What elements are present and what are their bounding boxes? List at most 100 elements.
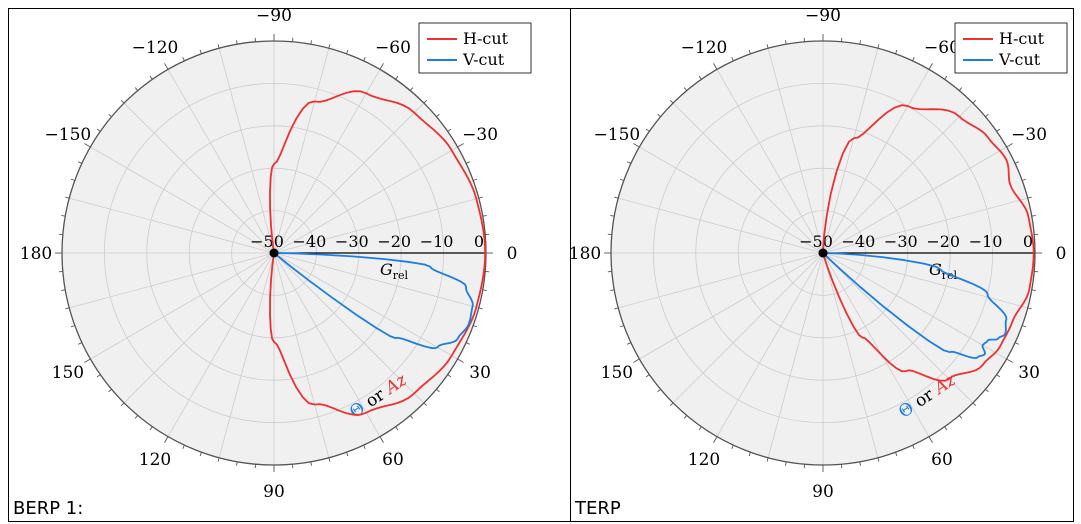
- grid-spoke: [123, 102, 275, 254]
- angular-tick-label: 150: [52, 363, 84, 383]
- angular-tick-label: −60: [375, 38, 411, 58]
- angular-tick-mark: [944, 426, 948, 431]
- angular-tick-mark: [164, 436, 169, 443]
- angular-tick-label: −30: [1011, 125, 1047, 145]
- angular-tick-mark: [627, 342, 632, 345]
- grid-spoke: [822, 197, 1028, 254]
- angular-tick-mark: [928, 63, 933, 70]
- angular-tick-mark: [877, 457, 880, 462]
- angular-tick-mark: [78, 161, 83, 164]
- angular-tick-mark: [182, 444, 185, 449]
- angular-tick-mark: [859, 40, 861, 45]
- angular-tick-mark: [108, 388, 112, 393]
- angular-tick-mark: [748, 49, 751, 54]
- center-dot: [269, 248, 279, 258]
- angular-tick-mark: [912, 444, 915, 449]
- angular-tick-mark: [619, 178, 624, 181]
- grid-spoke: [618, 252, 824, 309]
- grid-spoke: [822, 252, 930, 437]
- angular-tick-mark: [436, 388, 440, 393]
- table-cell-terp: 0 30 60 90 120 150 180 −150 −120 −90 −60 −30 −50 −40−…: [571, 9, 1073, 521]
- angular-tick-mark: [310, 461, 312, 466]
- grid-spoke: [639, 146, 824, 254]
- angular-tick-mark: [610, 215, 615, 217]
- angular-tick-mark: [614, 196, 619, 199]
- series-line-v-cut: [822, 252, 1008, 359]
- series-line-v-cut: [273, 252, 474, 350]
- grid-spoke: [273, 69, 381, 254]
- angular-tick-label: −90: [256, 9, 292, 26]
- grid-spoke: [167, 69, 275, 254]
- angular-tick-label: 90: [812, 482, 834, 499]
- document-table: 0 30 60 90 120 150 180 −150 −120 −90 −60 −30 −50 −40−…: [8, 8, 1074, 522]
- angular-tick-mark: [895, 49, 898, 54]
- angular-tick-mark: [120, 402, 125, 407]
- grid-spoke: [767, 48, 824, 254]
- angular-tick-mark: [96, 128, 101, 132]
- angular-tick-mark: [108, 113, 112, 118]
- angular-tick-mark: [149, 75, 153, 80]
- angular-tick-mark: [1014, 161, 1019, 164]
- grid-spoke: [822, 252, 879, 458]
- angular-tick-label: 180: [571, 244, 601, 264]
- angular-tick-mark: [96, 374, 101, 378]
- angular-tick-mark: [346, 49, 349, 54]
- angular-tick-mark: [423, 99, 428, 104]
- angular-tick-mark: [217, 457, 220, 462]
- angular-tick-mark: [683, 415, 688, 419]
- angular-tick-mark: [614, 307, 619, 310]
- angular-tick-mark: [395, 75, 399, 80]
- angular-tick-mark: [731, 444, 734, 449]
- grid-spoke: [123, 252, 275, 404]
- angular-tick-mark: [912, 57, 915, 62]
- angular-tick-label: −120: [132, 38, 179, 58]
- legend-box: [954, 22, 1068, 74]
- grid-spoke: [218, 252, 275, 458]
- angular-tick-mark: [657, 113, 661, 118]
- angular-tick-mark: [958, 87, 963, 91]
- angular-tick-mark: [766, 44, 769, 49]
- grid-spoke: [273, 146, 458, 254]
- grid-spoke: [273, 197, 479, 254]
- angular-tick-mark: [465, 342, 470, 345]
- center-dot: [818, 248, 828, 258]
- angular-tick-mark: [698, 426, 702, 431]
- grid-spoke: [822, 48, 879, 254]
- angular-tick-mark: [199, 49, 202, 54]
- angular-tick-mark: [478, 196, 483, 199]
- angular-tick-label: 0: [507, 244, 518, 264]
- angular-tick-mark: [698, 75, 702, 80]
- table-cell-berp: 0 30 60 90 120 150 180 −150 −120 −90 −60 −30 −50 −40−…: [9, 9, 571, 521]
- angular-tick-mark: [363, 57, 366, 62]
- grid-spoke: [822, 252, 1007, 360]
- angular-tick-mark: [447, 128, 452, 132]
- angular-tick-mark: [1006, 358, 1013, 363]
- radial-tick-label: −30: [335, 232, 369, 251]
- grid-spoke: [90, 146, 275, 254]
- angular-tick-mark: [627, 161, 632, 164]
- angular-tick-label: 60: [931, 450, 953, 470]
- angular-tick-mark: [61, 215, 66, 217]
- radial-tick-label: −10: [969, 232, 1003, 251]
- angular-tick-mark: [436, 113, 440, 118]
- angular-tick-mark: [182, 57, 185, 62]
- grid-spoke: [273, 252, 425, 404]
- angular-tick-mark: [328, 44, 331, 49]
- grid-spoke: [822, 102, 974, 254]
- radial-tick-label: −20: [377, 232, 411, 251]
- grid-spoke: [672, 252, 824, 404]
- angular-tick-mark: [785, 40, 787, 45]
- angular-tick-mark: [645, 128, 650, 132]
- angular-tick-mark: [683, 87, 688, 91]
- angular-tick-mark: [65, 196, 70, 199]
- series-line-h-cut: [269, 90, 487, 416]
- angular-tick-mark: [363, 444, 366, 449]
- angular-tick-mark: [645, 374, 650, 378]
- angular-tick-mark: [985, 113, 989, 118]
- angular-tick-label: −30: [462, 125, 498, 145]
- angular-tick-label: 30: [1018, 363, 1040, 383]
- angular-tick-mark: [1014, 342, 1019, 345]
- grid-spoke: [822, 252, 974, 404]
